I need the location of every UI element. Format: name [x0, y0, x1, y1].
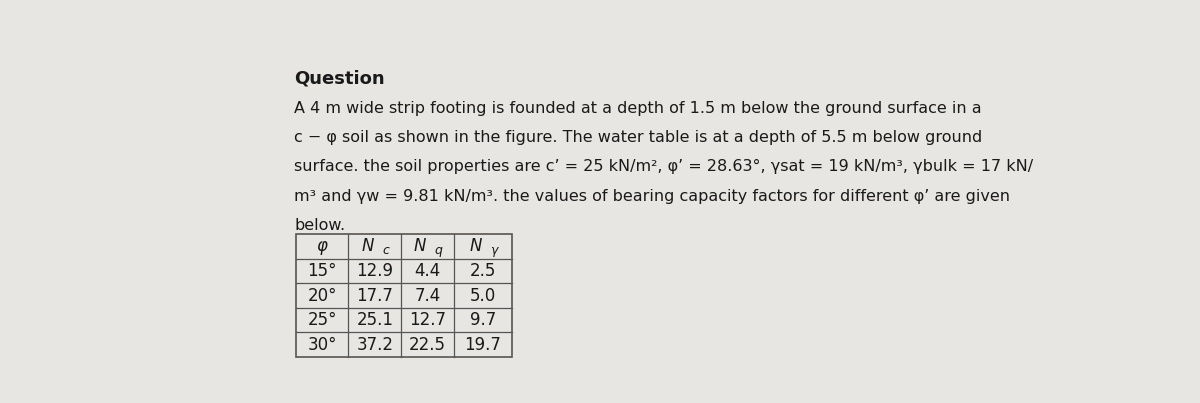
Text: 22.5: 22.5 [409, 336, 446, 354]
Text: q: q [434, 244, 443, 258]
Text: 25°: 25° [307, 311, 337, 329]
Text: 20°: 20° [307, 287, 337, 305]
Text: 12.9: 12.9 [356, 262, 394, 280]
Text: Question: Question [294, 70, 385, 88]
Text: A 4 m wide strip footing is founded at a depth of 1.5 m below the ground surface: A 4 m wide strip footing is founded at a… [294, 101, 982, 116]
Text: below.: below. [294, 218, 346, 233]
Text: 2.5: 2.5 [469, 262, 496, 280]
Text: 15°: 15° [307, 262, 337, 280]
Text: 30°: 30° [307, 336, 337, 354]
Text: γ: γ [491, 244, 498, 258]
Text: 17.7: 17.7 [356, 287, 394, 305]
Text: N: N [469, 237, 481, 255]
Text: 25.1: 25.1 [356, 311, 394, 329]
Text: m³ and γw = 9.81 kN/m³. the values of bearing capacity factors for different φ’ : m³ and γw = 9.81 kN/m³. the values of be… [294, 189, 1010, 204]
Text: φ: φ [317, 237, 328, 255]
Text: c − φ soil as shown in the figure. The water table is at a depth of 5.5 m below : c − φ soil as shown in the figure. The w… [294, 130, 983, 145]
Text: 4.4: 4.4 [414, 262, 440, 280]
Text: 5.0: 5.0 [469, 287, 496, 305]
Text: 12.7: 12.7 [409, 311, 446, 329]
Text: 7.4: 7.4 [414, 287, 440, 305]
Text: N: N [361, 237, 373, 255]
Text: surface. the soil properties are c’ = 25 kN/m², φ’ = 28.63°, γsat = 19 kN/m³, γb: surface. the soil properties are c’ = 25… [294, 159, 1033, 174]
Text: 9.7: 9.7 [469, 311, 496, 329]
Text: 37.2: 37.2 [356, 336, 394, 354]
Text: 19.7: 19.7 [464, 336, 502, 354]
Text: c: c [383, 244, 389, 258]
Text: N: N [414, 237, 426, 255]
